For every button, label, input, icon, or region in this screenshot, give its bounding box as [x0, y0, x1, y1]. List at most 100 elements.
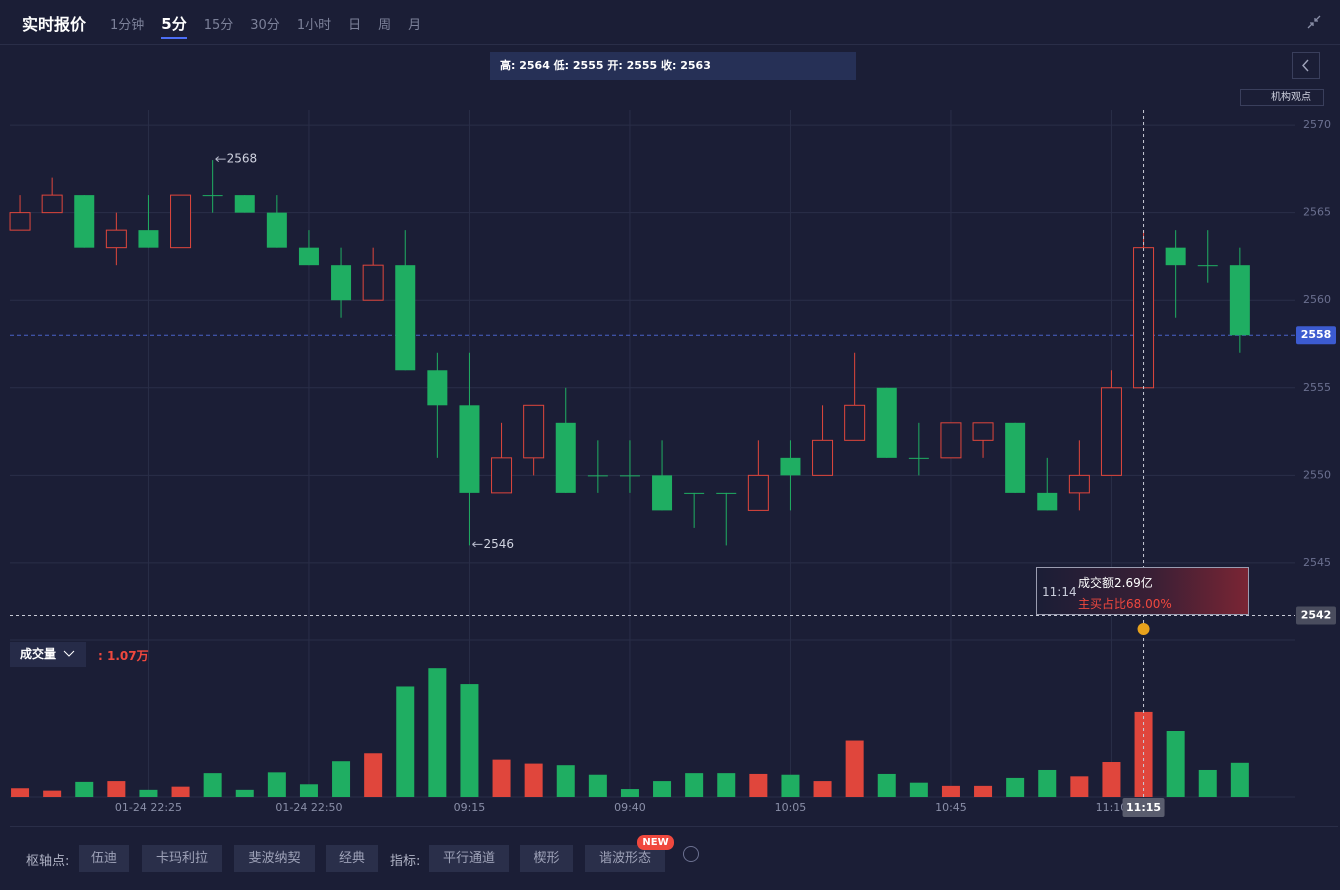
- volume-bar: [299, 784, 318, 797]
- candle-body: [298, 247, 319, 266]
- x-tick-label: 10:45: [935, 801, 967, 814]
- signal-icon: [1137, 623, 1150, 635]
- tooltip-time: 11:14: [1042, 585, 1077, 599]
- volume-bar: [524, 763, 543, 797]
- indicator-label: 指标:: [390, 854, 421, 869]
- period-tab[interactable]: 5分: [161, 13, 187, 39]
- pivot-button[interactable]: 斐波纳契: [234, 845, 315, 872]
- volume-bar: [1230, 762, 1249, 797]
- indicator-button[interactable]: 平行通道: [429, 845, 509, 872]
- volume-bar: [588, 774, 607, 797]
- candle-body: [908, 457, 929, 459]
- volume-bar: [107, 781, 126, 797]
- candle-body: [684, 492, 705, 494]
- help-icon[interactable]: [683, 846, 699, 862]
- volume-bar: [43, 790, 62, 797]
- candle-body: [1005, 422, 1026, 493]
- crosshair-price-tag: [1296, 606, 1336, 625]
- candle-body: [491, 457, 513, 494]
- volume-bar: [1070, 776, 1089, 797]
- pivot-button[interactable]: 伍迪: [79, 845, 129, 872]
- insight-button[interactable]: 机构观点: [1240, 89, 1324, 106]
- candle-body: [138, 230, 159, 248]
- crosshair-time-label: 11:15: [1126, 801, 1161, 814]
- x-tick-label: 09:40: [614, 801, 646, 814]
- volume-bar: [620, 789, 639, 797]
- candle-body: [459, 405, 480, 493]
- volume-bar: [845, 740, 864, 797]
- volume-bar: [1166, 731, 1185, 797]
- y-tick-label: 2560: [1303, 293, 1331, 306]
- candle-body: [170, 194, 192, 249]
- ohlc-info: 高: 2564 低: 2555 开: 2555 收: 2563: [490, 52, 856, 80]
- volume-bar: [428, 668, 447, 797]
- period-tab[interactable]: 1小时: [296, 18, 332, 33]
- volume-bar: [171, 786, 190, 797]
- x-tick-label: 10:05: [775, 801, 807, 814]
- volume-bar: [11, 788, 30, 797]
- x-tick-label: 01-24 22:50: [275, 801, 342, 814]
- period-tab[interactable]: 1分钟: [110, 18, 145, 33]
- candle-body: [940, 422, 962, 459]
- volume-bar: [685, 773, 704, 797]
- toolbar: [10, 826, 1338, 890]
- last-price-label: 2558: [1301, 328, 1332, 341]
- period-tab[interactable]: 周: [378, 18, 392, 33]
- y-tick-label: 2555: [1303, 381, 1331, 394]
- candle-body: [74, 195, 95, 248]
- candle-body: [105, 229, 127, 249]
- period-tab[interactable]: 月: [408, 18, 422, 33]
- candle-body: [1165, 247, 1186, 266]
- volume-selector[interactable]: 成交量: [10, 642, 86, 667]
- volume-bar: [267, 772, 286, 797]
- candle-body: [41, 194, 63, 214]
- volume-bar: [653, 781, 672, 797]
- candle-body: [395, 265, 416, 371]
- pivot-button[interactable]: 经典: [326, 845, 378, 872]
- period-tabs: 1分钟 5分 15分 30分 1小时 日 周 月: [110, 13, 421, 39]
- tooltip-buy-ratio: 主买占比68.00%: [1078, 597, 1172, 611]
- candle-body: [1229, 265, 1250, 336]
- candle-body: [747, 474, 769, 511]
- pivot-label: 枢轴点:: [26, 854, 70, 869]
- volume-bar: [909, 782, 928, 797]
- x-tick-label: 09:15: [454, 801, 486, 814]
- volume-bar: [717, 773, 736, 797]
- volume-bar: [877, 773, 896, 797]
- candle-body: [972, 422, 994, 441]
- indicator-button[interactable]: 楔形: [520, 845, 573, 872]
- annotation-arrow: [472, 541, 483, 548]
- y-tick-label: 2565: [1303, 206, 1331, 219]
- candle-body: [876, 387, 897, 458]
- candle-body: [9, 212, 31, 231]
- candle-body: [202, 195, 223, 197]
- volume-bar: [235, 789, 254, 797]
- back-button[interactable]: [1292, 52, 1320, 79]
- volume-current: : 1.07万: [98, 649, 149, 663]
- volume-bar: [396, 686, 415, 797]
- y-tick-label: 2550: [1303, 468, 1331, 481]
- candle-body: [555, 422, 576, 493]
- candle-body: [716, 492, 737, 494]
- new-badge: NEW: [637, 835, 674, 850]
- candle-body: [266, 212, 287, 248]
- collapse-icon[interactable]: [1306, 14, 1322, 30]
- annotation-label: 2546: [483, 537, 514, 551]
- period-tab[interactable]: 15分: [203, 18, 234, 33]
- period-tab[interactable]: 30分: [250, 18, 280, 33]
- pivot-button[interactable]: 卡玛利拉: [142, 845, 222, 872]
- candle-body: [331, 265, 352, 301]
- candle-body: [1100, 387, 1122, 476]
- annotation-label: 2568: [227, 152, 258, 166]
- candle-body: [812, 439, 834, 476]
- chart: 2545 2550 2555 2560 2565 2570 01-24 22:25 01-24…: [9, 110, 1336, 817]
- y-tick-label: 2545: [1303, 556, 1331, 569]
- volume-bar: [781, 774, 800, 797]
- last-price-tag: [1296, 326, 1336, 345]
- tooltip-amount: 成交额2.69亿: [1078, 576, 1153, 590]
- period-tab[interactable]: 日: [348, 18, 362, 33]
- title: 实时报价: [22, 15, 87, 34]
- volume-bar: [556, 765, 575, 797]
- volume-bar: [75, 781, 94, 797]
